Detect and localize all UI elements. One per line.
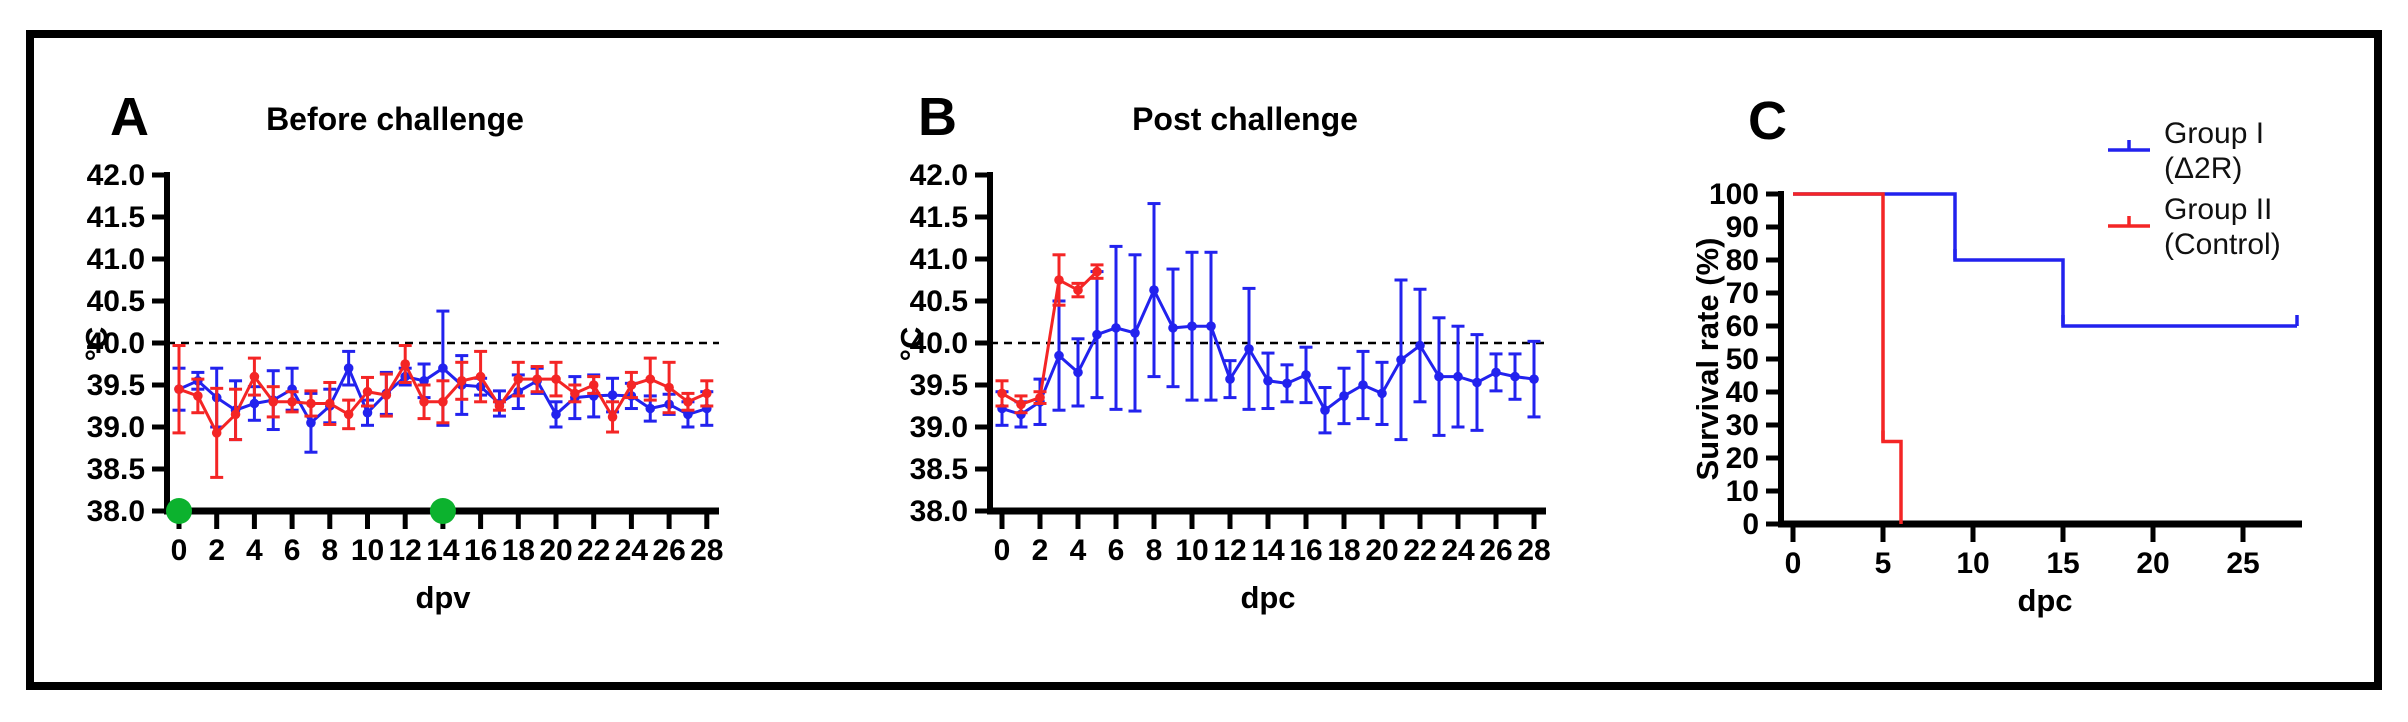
- svg-text:0: 0: [171, 534, 188, 567]
- panel-a-title: Before challenge: [266, 101, 524, 137]
- svg-text:39.0: 39.0: [87, 411, 145, 444]
- svg-text:2: 2: [1032, 534, 1049, 567]
- svg-text:6: 6: [1108, 534, 1125, 567]
- series-group1: [995, 202, 1541, 442]
- survival-group1: [1793, 192, 2299, 328]
- svg-text:42.0: 42.0: [87, 159, 145, 192]
- legend-group1-line1: Group I: [2164, 117, 2265, 150]
- panel-c-xlabel: dpc: [2017, 583, 2073, 618]
- svg-text:8: 8: [321, 534, 338, 567]
- svg-text:60: 60: [1726, 310, 1759, 343]
- svg-text:20: 20: [539, 534, 572, 567]
- panel-a-letter: A: [110, 87, 149, 147]
- svg-text:38.5: 38.5: [87, 453, 145, 486]
- svg-text:12: 12: [389, 534, 422, 567]
- svg-text:12: 12: [1213, 534, 1246, 567]
- svg-text:14: 14: [1251, 534, 1285, 567]
- svg-text:20: 20: [1726, 442, 1759, 475]
- figure-frame: [26, 30, 2382, 690]
- svg-text:50: 50: [1726, 343, 1759, 376]
- svg-text:24: 24: [615, 534, 649, 567]
- svg-text:16: 16: [464, 534, 497, 567]
- svg-text:42.0: 42.0: [910, 159, 968, 192]
- svg-text:6: 6: [284, 534, 301, 567]
- svg-text:10: 10: [1726, 475, 1759, 508]
- svg-text:40.0: 40.0: [910, 327, 968, 360]
- svg-text:90: 90: [1726, 211, 1759, 244]
- svg-text:16: 16: [1289, 534, 1322, 567]
- svg-text:38.0: 38.0: [910, 495, 968, 528]
- legend-group2-line1: Group II: [2164, 193, 2273, 226]
- survival-group2: [1793, 192, 1903, 524]
- svg-text:4: 4: [1070, 534, 1087, 567]
- legend-symbol-group1: [2108, 140, 2150, 152]
- svg-text:38.5: 38.5: [910, 453, 968, 486]
- legend-label-group1: Group I (Δ2R): [2164, 116, 2264, 186]
- svg-text:18: 18: [1327, 534, 1360, 567]
- series-group2: [995, 253, 1104, 415]
- panel-a-plot: 38.038.539.039.540.040.541.041.542.00 2 4 6…: [87, 159, 724, 567]
- legend-symbol-group2: [2108, 216, 2150, 228]
- svg-text:28: 28: [1517, 534, 1550, 567]
- svg-text:2: 2: [208, 534, 225, 567]
- legend-group2-line2: (Control): [2164, 228, 2281, 261]
- svg-text:40.5: 40.5: [910, 285, 968, 318]
- svg-text:8: 8: [1146, 534, 1163, 567]
- svg-text:0: 0: [1742, 508, 1759, 541]
- panel-b-letter: B: [918, 87, 957, 147]
- svg-text:20: 20: [2136, 547, 2169, 580]
- svg-text:0: 0: [1785, 547, 1802, 580]
- svg-text:0: 0: [994, 534, 1011, 567]
- svg-text:26: 26: [652, 534, 685, 567]
- svg-text:22: 22: [577, 534, 610, 567]
- panel-b-ylabel: °C: [894, 326, 929, 362]
- svg-text:10: 10: [1175, 534, 1208, 567]
- panel-b-xlabel: dpc: [1240, 580, 1296, 615]
- svg-text:14: 14: [426, 534, 460, 567]
- panel-c-ylabel: Survival rate (%): [1690, 237, 1725, 481]
- svg-text:15: 15: [2046, 547, 2079, 580]
- series-group2: [172, 344, 714, 479]
- svg-text:40.0: 40.0: [87, 327, 145, 360]
- svg-text:28: 28: [690, 534, 723, 567]
- svg-text:41.5: 41.5: [910, 201, 968, 234]
- panel-b-plot: 38.038.539.039.540.040.541.041.542.00 2 4 6…: [910, 159, 1551, 567]
- svg-text:24: 24: [1441, 534, 1475, 567]
- panel-c-letter: C: [1748, 91, 1787, 151]
- svg-text:18: 18: [502, 534, 535, 567]
- svg-text:25: 25: [2226, 547, 2259, 580]
- svg-text:41.5: 41.5: [87, 201, 145, 234]
- svg-text:22: 22: [1403, 534, 1436, 567]
- svg-text:4: 4: [246, 534, 263, 567]
- svg-text:40: 40: [1726, 376, 1759, 409]
- svg-text:41.0: 41.0: [910, 243, 968, 276]
- svg-text:39.5: 39.5: [910, 369, 968, 402]
- svg-text:80: 80: [1726, 244, 1759, 277]
- svg-text:20: 20: [1365, 534, 1398, 567]
- svg-text:39.0: 39.0: [910, 411, 968, 444]
- svg-text:10: 10: [351, 534, 384, 567]
- vaccination-day-marker: [429, 498, 456, 524]
- svg-text:39.5: 39.5: [87, 369, 145, 402]
- vaccination-day-marker: [166, 498, 192, 524]
- panel-a-ylabel: °C: [79, 326, 114, 362]
- svg-text:100: 100: [1709, 178, 1759, 211]
- svg-text:10: 10: [1956, 547, 1989, 580]
- svg-text:41.0: 41.0: [87, 243, 145, 276]
- svg-text:30: 30: [1726, 409, 1759, 442]
- panel-b-title: Post challenge: [1132, 101, 1358, 137]
- panel-a-xlabel: dpv: [415, 580, 471, 615]
- svg-text:38.0: 38.0: [87, 495, 145, 528]
- legend-label-group2: Group II (Control): [2164, 192, 2281, 262]
- svg-text:26: 26: [1479, 534, 1512, 567]
- svg-text:40.5: 40.5: [87, 285, 145, 318]
- svg-text:70: 70: [1726, 277, 1759, 310]
- legend-group1-line2: (Δ2R): [2164, 152, 2243, 185]
- svg-text:5: 5: [1875, 547, 1892, 580]
